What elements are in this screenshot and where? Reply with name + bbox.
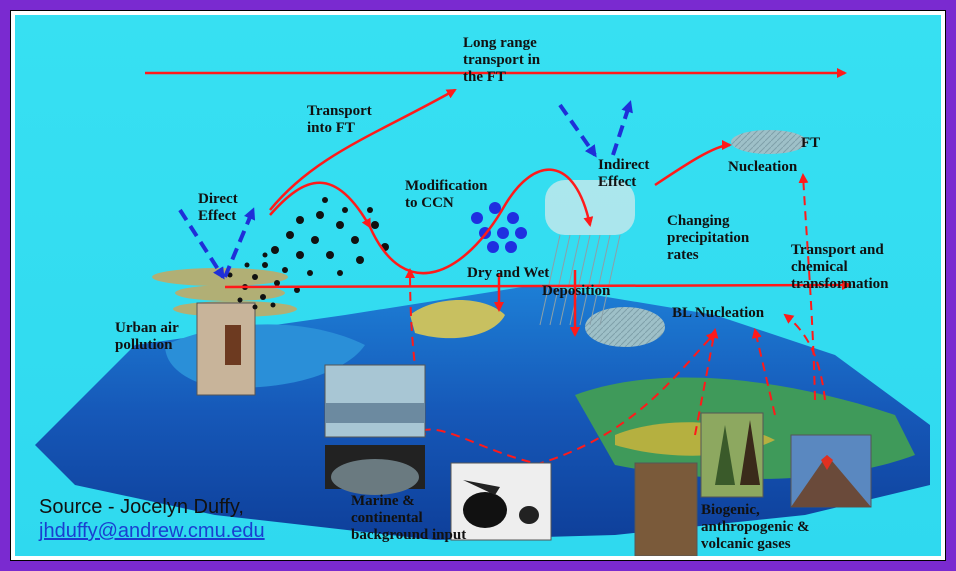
aerosol-particles — [227, 197, 389, 310]
particle-micrograph-photo — [450, 462, 552, 541]
label-direct-effect: Direct Effect — [198, 191, 238, 224]
label-bl-nucleation: BL Nucleation — [672, 305, 765, 321]
label-marine-continental: Marine & continental background input — [351, 493, 467, 543]
land-greenland — [410, 300, 505, 339]
forest-photos — [634, 412, 764, 556]
label-transport-chemical: Transport and chemical transformation — [791, 242, 889, 292]
label-nucleation: Nucleation — [728, 159, 798, 175]
blue-radiation-arrows — [178, 100, 633, 280]
diagram-canvas: Long range transport in the FT Transport… — [15, 15, 941, 556]
ft-nucleation-cloud — [731, 130, 807, 154]
rain-streaks — [539, 234, 621, 326]
label-biogenic: Biogenic, anthropogenic & volcanic gases — [701, 502, 810, 552]
precipitation-cloud — [545, 180, 635, 235]
label-dry-wet: Dry and Wet — [467, 265, 550, 281]
label-ft: FT — [801, 135, 821, 151]
diagram-graphics — [35, 68, 930, 556]
label-deposition: Deposition — [542, 283, 611, 299]
bl-nucleation-cloud — [585, 307, 665, 347]
volcano-photo — [790, 434, 872, 508]
label-changing-precipitation: Changing precipitation rates — [667, 213, 750, 263]
slide-content: Long range transport in the FT Transport… — [10, 10, 946, 561]
label-transport-into-ft: Transport into FT — [307, 103, 372, 136]
water-droplet-photos — [324, 364, 426, 495]
source-email-link[interactable]: jhduffy@andrew.cmu.edu — [39, 520, 265, 542]
source-credit: Source - Jocelyn Duffy, jhduffy@andrew.c… — [39, 495, 265, 543]
ccn-particles — [471, 202, 527, 253]
source-line: Source - Jocelyn Duffy, — [39, 496, 244, 518]
label-indirect-effect: Indirect Effect — [598, 157, 650, 190]
label-modification-ccn: Modification to CCN — [405, 178, 488, 211]
label-urban-pollution: Urban air pollution — [115, 320, 179, 353]
label-long-range-transport: Long range transport in the FT — [463, 35, 541, 85]
